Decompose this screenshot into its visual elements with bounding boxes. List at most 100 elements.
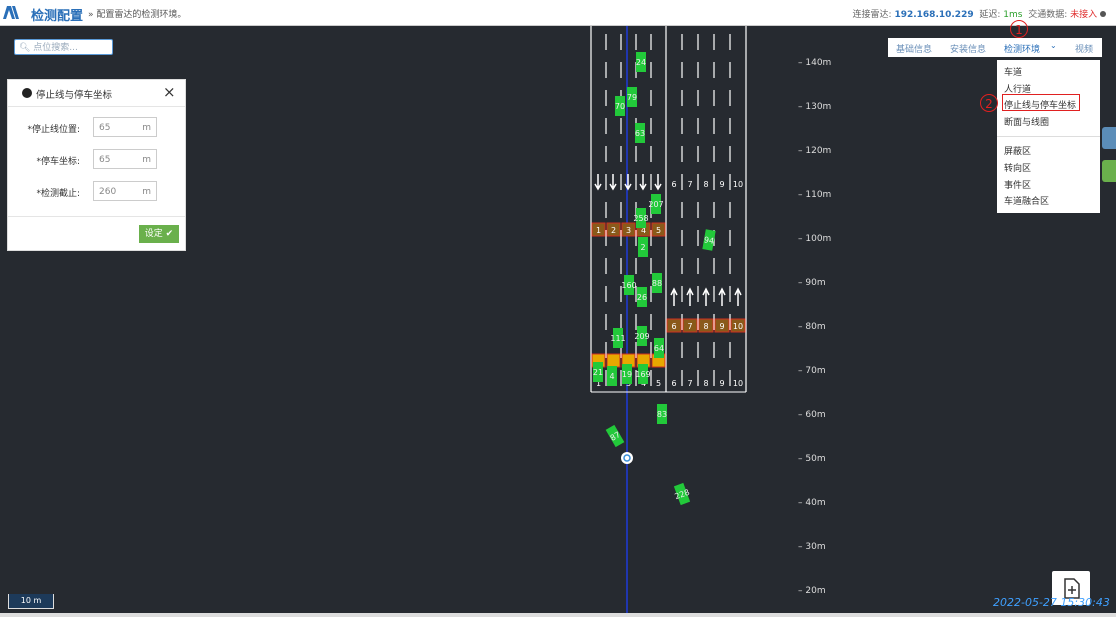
scale-bar: 10 m	[8, 594, 54, 609]
vehicle-body	[593, 362, 603, 382]
lane-number: 8	[703, 180, 708, 189]
lane-number: 9	[719, 180, 724, 189]
vehicle-body	[638, 364, 648, 384]
field-input[interactable]: 65 m	[93, 149, 157, 169]
add-icon	[1064, 578, 1080, 599]
latency-label: 延迟:	[979, 10, 1001, 20]
lane-arrow	[624, 174, 632, 191]
divider	[8, 106, 185, 107]
vehicle-body	[652, 273, 662, 293]
lane-number: 9	[719, 379, 724, 388]
stop-box	[730, 318, 746, 333]
vehicle-id: 83	[657, 410, 667, 419]
stop-box	[606, 222, 621, 237]
vehicle: 70	[615, 96, 625, 116]
dialog-close[interactable]: ×	[163, 83, 176, 101]
field-input[interactable]: 65 m	[93, 117, 157, 137]
vehicle-body	[613, 328, 623, 348]
vehicle-body	[636, 52, 646, 72]
vehicle: 258	[633, 208, 649, 228]
tab[interactable]: 安装信息	[950, 45, 987, 55]
vehicle-body	[605, 424, 625, 448]
distance-label: – 70m	[798, 366, 826, 376]
vehicle-id: 79	[627, 93, 637, 102]
vehicle-id: 26	[637, 293, 647, 302]
field-unit: m	[142, 155, 151, 165]
vehicle-body	[635, 123, 645, 143]
lane-arrow	[686, 287, 694, 306]
tab[interactable]: 检测环境	[1004, 45, 1041, 55]
vehicle-id: 87	[609, 430, 622, 443]
stop-lane-number: 6	[671, 322, 676, 331]
menu-item[interactable]: 事件区	[1004, 181, 1032, 191]
stop-box	[682, 318, 698, 333]
vehicle-id: 64	[654, 344, 664, 353]
vehicle: 63	[635, 123, 645, 143]
vehicle-body	[637, 287, 647, 307]
lane-arrow	[594, 174, 602, 191]
vehicle: 21	[593, 362, 603, 382]
vehicle: 111	[610, 328, 626, 348]
vehicle-id: 88	[652, 279, 662, 288]
vehicle: 83	[657, 404, 667, 424]
stop-box	[714, 318, 730, 333]
side-tab[interactable]	[1102, 160, 1116, 182]
menu-item[interactable]: 车道	[1004, 68, 1023, 78]
lane-arrow	[702, 287, 710, 306]
distance-label: – 140m	[798, 58, 831, 68]
lane-number: 8	[703, 379, 708, 388]
radar-label: 连接雷达:	[852, 10, 892, 20]
vehicle-id: 258	[633, 214, 648, 223]
set-button[interactable]: 设定 ✔	[139, 225, 179, 243]
add-button[interactable]	[1052, 571, 1090, 605]
vehicle: 209	[634, 326, 650, 346]
dropdown-menu: 车道人行道停止线与停车坐标 断面与线圈屏蔽区转向区事件区车道融合区	[997, 60, 1100, 213]
radar-ip: 192.168.10.229	[894, 10, 974, 20]
field-input[interactable]: 260 m	[93, 181, 157, 201]
form-row: *检测截止: 260 m	[8, 181, 185, 205]
menu-item[interactable]: 屏蔽区	[1004, 147, 1032, 157]
form-row: *停车坐标: 65 m	[8, 149, 185, 173]
header: 检测配置 » 配置雷达的检测环境。 连接雷达: 192.168.10.229 延…	[0, 0, 1116, 26]
stop-box	[698, 318, 714, 333]
side-tab[interactable]	[1102, 127, 1116, 149]
stop-box	[651, 222, 666, 237]
dialog-title: 停止线与停车坐标	[36, 90, 113, 101]
vehicle: 79	[627, 87, 637, 107]
latency: 1ms	[1003, 10, 1023, 20]
vehicle-body	[622, 364, 632, 384]
menu-item[interactable]: 转向区	[1004, 164, 1032, 174]
divider	[8, 216, 185, 217]
menu-item[interactable]: 停止线与停车坐标	[1004, 101, 1077, 111]
vehicle-body	[638, 237, 648, 257]
menu-item[interactable]: 人行道	[1004, 85, 1032, 95]
scale-bar-label: 10 m	[20, 596, 42, 605]
lane-number: 7	[687, 180, 692, 189]
vehicle-body	[636, 208, 646, 228]
radar	[621, 452, 633, 464]
vehicle-body	[702, 229, 716, 251]
field-label: *停车坐标:	[36, 157, 80, 167]
stop-lane-number: 1	[596, 226, 601, 235]
tab[interactable]: 基础信息	[896, 45, 933, 55]
distance-label: – 100m	[798, 234, 831, 244]
lane-arrow	[718, 287, 726, 306]
vehicle-body	[627, 87, 637, 107]
search-box[interactable]: 🔍︎ 点位搜索...	[14, 39, 113, 55]
lane-number: 10	[733, 180, 743, 189]
vehicle-id: 169	[635, 370, 650, 379]
timestamp: 2022-05-27 15:30:43	[993, 596, 1110, 609]
menu-item[interactable]: 断面与线圈	[1004, 118, 1050, 128]
vehicle-id: 70	[615, 102, 625, 111]
vehicle-id: 21	[593, 368, 603, 377]
menu-item[interactable]: 车道融合区	[1004, 197, 1050, 207]
stop-lane-number: 4	[641, 226, 646, 235]
page-title: 检测配置	[31, 9, 84, 24]
vehicle: 24	[636, 52, 646, 72]
vehicle: 64	[654, 338, 664, 358]
vehicle: 228	[673, 482, 691, 506]
tab[interactable]: 视频	[1075, 45, 1094, 55]
vehicle-body	[637, 326, 647, 346]
distance-label: – 90m	[798, 278, 826, 288]
form-row: *停止线位置: 65 m	[8, 117, 185, 141]
